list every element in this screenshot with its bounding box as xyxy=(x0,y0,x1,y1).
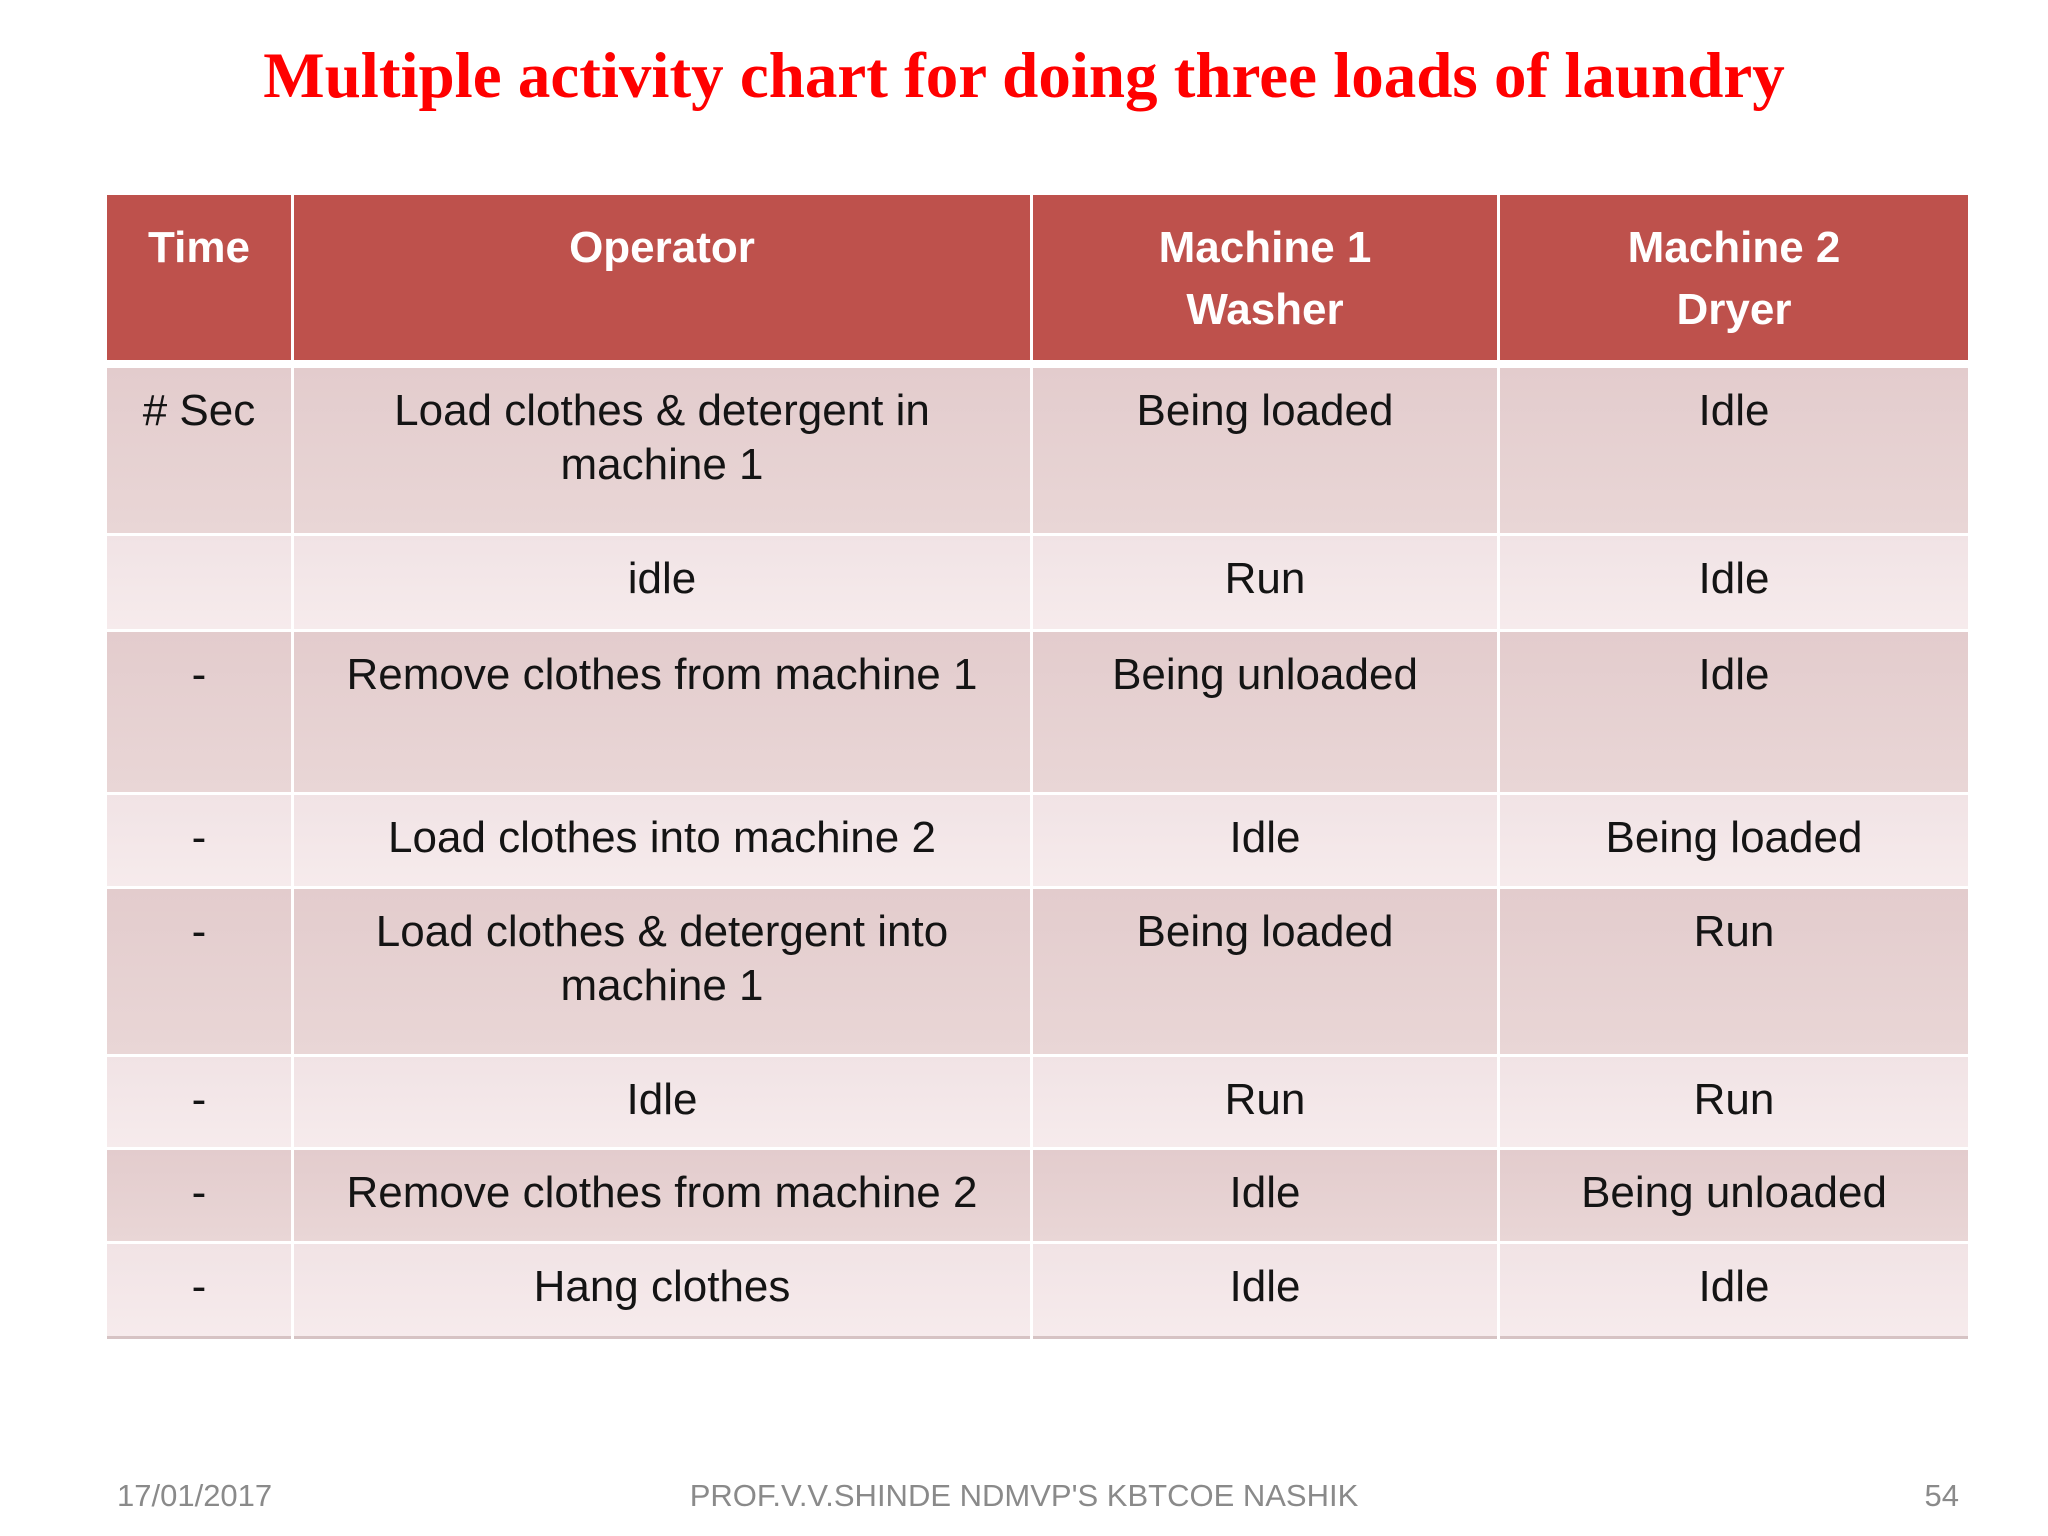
cell-machine2: Being unloaded xyxy=(1500,1150,1968,1241)
column-header-operator: Operator xyxy=(294,195,1030,365)
cell-machine1: Being loaded xyxy=(1033,368,1497,533)
column-header-machine1-line1: Machine 1 xyxy=(1158,223,1372,272)
cell-machine2: Run xyxy=(1500,889,1968,1054)
cell-time: # Sec xyxy=(107,368,291,533)
cell-machine1: Idle xyxy=(1033,795,1497,886)
column-header-machine2-line2: Dryer xyxy=(1676,285,1792,335)
cell-machine2: Idle xyxy=(1500,632,1968,792)
cell-machine1: Idle xyxy=(1033,1244,1497,1336)
cell-machine2: Idle xyxy=(1500,368,1968,533)
cell-machine1: Being loaded xyxy=(1033,889,1497,1054)
cell-operator: Hang clothes xyxy=(294,1244,1030,1336)
cell-time: - xyxy=(107,1057,291,1147)
cell-machine1: Run xyxy=(1033,536,1497,629)
cell-operator: Load clothes into machine 2 xyxy=(294,795,1030,886)
cell-time: - xyxy=(107,1244,291,1336)
cell-machine1: Idle xyxy=(1033,1150,1497,1241)
column-header-machine2: Machine 2 Dryer xyxy=(1500,195,1968,365)
cell-operator: Remove clothes from machine 2 xyxy=(294,1150,1030,1241)
cell-operator: Idle xyxy=(294,1057,1030,1147)
cell-time: - xyxy=(107,889,291,1054)
cell-machine1: Run xyxy=(1033,1057,1497,1147)
cell-machine2: Run xyxy=(1500,1057,1968,1147)
cell-operator: Load clothes & detergent in machine 1 xyxy=(294,368,1030,533)
slide-title: Multiple activity chart for doing three … xyxy=(263,40,1785,112)
page-number: 54 xyxy=(1924,1478,1959,1513)
column-header-machine1: Machine 1 Washer xyxy=(1033,195,1497,365)
cell-operator: Load clothes & detergent into machine 1 xyxy=(294,889,1030,1054)
footer-date: 17/01/2017 xyxy=(117,1478,273,1513)
cell-operator: idle xyxy=(294,536,1030,629)
column-header-machine2-line1: Machine 2 xyxy=(1627,223,1841,272)
cell-time: - xyxy=(107,1150,291,1241)
cell-machine1: Being unloaded xyxy=(1033,632,1497,792)
cell-machine2: Being loaded xyxy=(1500,795,1968,886)
cell-time: - xyxy=(107,632,291,792)
cell-time xyxy=(107,536,291,629)
cell-machine2: Idle xyxy=(1500,536,1968,629)
cell-machine2: Idle xyxy=(1500,1244,1968,1336)
activity-table: Time Operator Machine 1 Washer Machine 2… xyxy=(107,195,1968,1336)
cell-operator: Remove clothes from machine 1 xyxy=(294,632,1030,792)
slide-footer: 17/01/2017 PROF.V.V.SHINDE NDMVP'S KBTCO… xyxy=(0,1478,2048,1518)
column-header-machine1-line2: Washer xyxy=(1186,285,1344,335)
column-header-time: Time xyxy=(107,195,291,365)
footer-credit: PROF.V.V.SHINDE NDMVP'S KBTCOE NASHIK xyxy=(689,1478,1359,1513)
cell-time: - xyxy=(107,795,291,886)
